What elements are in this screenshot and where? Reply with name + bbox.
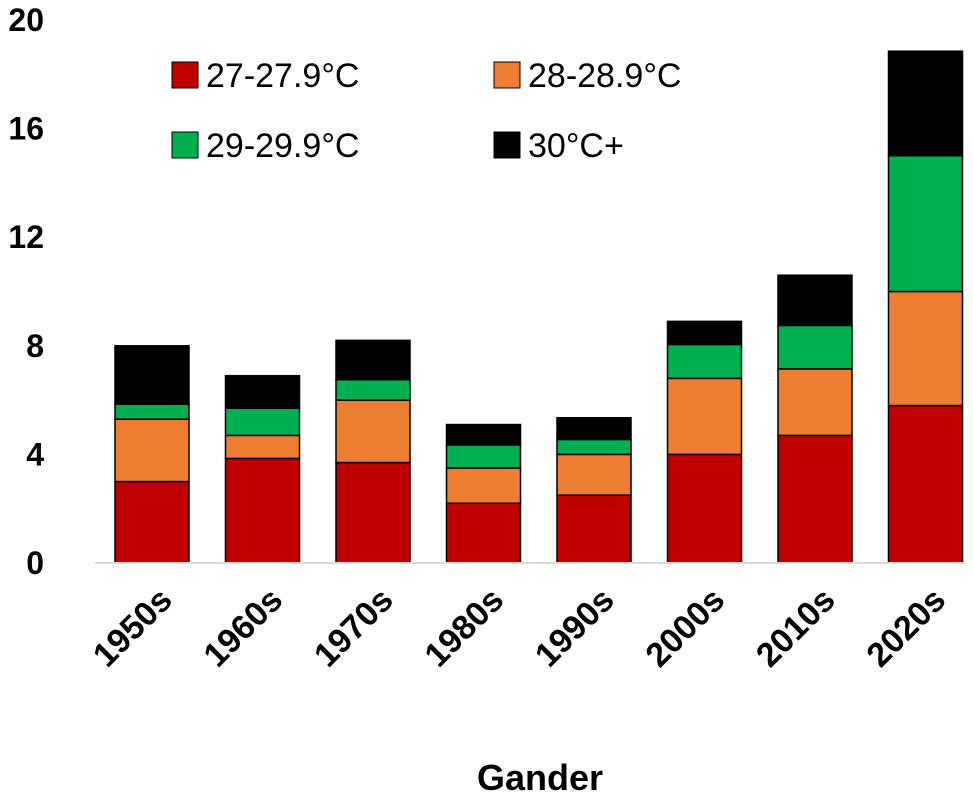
bar-segment: [224, 457, 301, 564]
bar-segment: [887, 50, 964, 157]
x-tick-label: 1960s: [196, 581, 290, 675]
legend-label: 29-29.9°C: [206, 127, 359, 165]
legend-swatch: [171, 131, 199, 159]
bar-segment: [335, 339, 411, 381]
bar-stack-2010s: [777, 274, 853, 564]
x-axis-title: Gander: [477, 757, 603, 798]
bar-segment: [224, 434, 301, 460]
legend-item: 27-27.9°C: [171, 57, 359, 95]
legend-swatch: [493, 61, 521, 89]
bar-segment: [777, 324, 853, 370]
bar-stack-1980s: [445, 423, 522, 564]
bar-segment: [335, 461, 411, 564]
legend-label: 30°C+: [528, 127, 624, 165]
bar-segment: [556, 416, 632, 441]
bar-segment: [224, 374, 301, 409]
bar-segment: [335, 399, 411, 464]
x-tick-label: 1970s: [307, 581, 401, 675]
bar-segment: [556, 453, 632, 496]
bar-segment: [887, 290, 964, 407]
bar-segment: [777, 434, 853, 564]
x-tick-label: 1980s: [417, 581, 511, 675]
bar-segment: [114, 418, 190, 483]
bar-segment: [887, 404, 964, 564]
bar-segment: [666, 377, 743, 456]
legend-item: 30°C+: [493, 127, 624, 165]
bar-stack-2020s: [887, 50, 964, 564]
y-tick-label: 20: [8, 2, 44, 38]
legend-label: 27-27.9°C: [206, 57, 359, 95]
bar-segment: [224, 407, 301, 437]
bar-stacks: [114, 50, 964, 564]
legend-label: 28-28.9°C: [528, 57, 681, 95]
y-tick-label: 8: [26, 328, 44, 364]
x-tick-label: 1990s: [528, 581, 622, 675]
bar-stack-1960s: [224, 374, 301, 564]
bar-segment: [777, 274, 853, 327]
bar-segment: [114, 345, 190, 405]
bar-segment: [445, 444, 522, 469]
y-tick-label: 12: [8, 219, 44, 255]
bar-segment: [556, 438, 632, 456]
y-tick-label: 16: [8, 111, 44, 147]
legend-item: 29-29.9°C: [171, 127, 359, 165]
x-tick-label: 2020s: [859, 581, 953, 675]
bar-segment: [777, 368, 853, 437]
bar-segment: [666, 320, 743, 346]
legend: 27-27.9°C 28-28.9°C 29-29.9°C 30°C+: [171, 57, 681, 165]
bar-segment: [114, 480, 190, 564]
bar-segment: [335, 378, 411, 401]
bar-segment: [114, 403, 190, 420]
bar-stack-1950s: [114, 345, 190, 564]
x-tick-label: 1950s: [86, 581, 180, 675]
bar-segment: [887, 155, 964, 293]
bar-segment: [556, 494, 632, 564]
bar-segment: [445, 502, 522, 564]
bar-segment: [666, 453, 743, 564]
x-tick-label: 2000s: [638, 581, 732, 675]
x-tick-label: 2010s: [749, 581, 843, 675]
legend-item: 28-28.9°C: [493, 57, 681, 95]
bar-segment: [445, 423, 522, 446]
y-tick-label: 0: [26, 545, 44, 581]
legend-swatch: [493, 131, 521, 159]
bar-stack-1970s: [335, 339, 411, 564]
bar-stack-2000s: [666, 320, 743, 564]
y-axis-ticks: 0 4 8 12 16 20: [8, 2, 44, 581]
x-axis-category-labels: 1950s 1960s 1970s 1980s 1990s 2000s 2010s 2020s: [86, 581, 953, 675]
bar-segment: [445, 467, 522, 505]
bar-segment: [666, 343, 743, 380]
bar-stack-1990s: [556, 416, 632, 564]
legend-swatch: [171, 61, 199, 89]
y-tick-label: 4: [26, 436, 44, 472]
